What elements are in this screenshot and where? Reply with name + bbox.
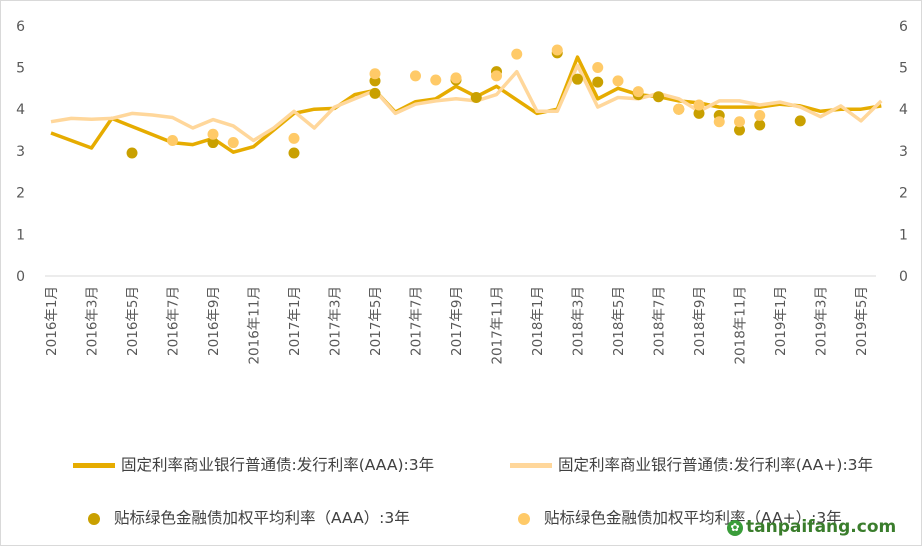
x-tick-label: 2019年1月 xyxy=(773,286,789,356)
data-point-series-2 xyxy=(653,91,664,103)
data-point-series-3 xyxy=(430,74,442,86)
x-tick-label: 2016年11月 xyxy=(247,286,263,365)
x-tick-label: 2018年7月 xyxy=(652,286,668,356)
y-tick-label-left: 6 xyxy=(16,19,25,35)
legend-label: 贴标绿色金融债加权平均利率（AAA）:3年 xyxy=(114,509,410,527)
data-point-series-3 xyxy=(511,48,523,60)
y-tick-label-left: 5 xyxy=(16,61,25,77)
legend-line-swatch xyxy=(510,463,552,468)
data-point-series-3 xyxy=(167,134,178,146)
tanpaifang-logo-icon: ✿ xyxy=(727,520,743,536)
data-point-series-2 xyxy=(592,76,604,88)
series-line-0 xyxy=(50,55,882,154)
x-tick-label: 2016年9月 xyxy=(206,286,222,356)
y-tick-label-right: 4 xyxy=(899,102,908,118)
data-point-series-2 xyxy=(754,119,766,131)
x-tick-label: 2016年5月 xyxy=(125,286,141,356)
data-point-series-3 xyxy=(693,99,705,111)
x-tick-label: 2019年3月 xyxy=(814,286,830,356)
data-point-series-3 xyxy=(673,103,685,115)
legend-dot-swatch xyxy=(88,512,100,525)
x-tick-label: 2018年9月 xyxy=(692,286,708,356)
legend-item-aaa-line: 固定利率商业银行普通债:发行利率(AAA):3年 xyxy=(73,453,434,475)
legend-line-swatch xyxy=(73,463,115,468)
x-tick-label: 2019年5月 xyxy=(854,286,870,356)
data-point-series-3 xyxy=(734,116,745,128)
data-point-series-2 xyxy=(693,107,705,119)
x-tick-label: 2018年3月 xyxy=(571,286,587,356)
x-tick-label: 2016年1月 xyxy=(44,286,60,356)
y-tick-label-right: 6 xyxy=(899,19,908,35)
data-point-series-2 xyxy=(734,124,745,136)
x-tick-label: 2017年9月 xyxy=(449,286,465,356)
y-tick-label-left: 1 xyxy=(16,227,25,243)
data-point-series-3 xyxy=(207,128,219,140)
x-tick-label: 2017年5月 xyxy=(368,286,384,356)
data-point-series-3 xyxy=(713,116,725,128)
data-point-series-2 xyxy=(369,87,381,99)
legend-item-aaplus-line: 固定利率商业银行普通债:发行利率(AA+):3年 xyxy=(510,453,873,475)
y-tick-label-left: 2 xyxy=(16,186,25,202)
series-line-1 xyxy=(50,63,883,143)
data-point-series-2 xyxy=(470,92,482,104)
x-tick-label: 2018年1月 xyxy=(530,286,546,356)
legend-dot-swatch xyxy=(518,512,530,525)
y-tick-label-right: 0 xyxy=(899,269,908,285)
x-tick-label: 2017年3月 xyxy=(328,286,344,356)
x-tick-label: 2018年5月 xyxy=(611,286,627,356)
y-tick-label-right: 2 xyxy=(899,186,908,202)
data-point-series-3 xyxy=(369,68,381,80)
watermark-text: tanpaifang.com xyxy=(746,517,897,537)
data-point-series-3 xyxy=(612,75,624,87)
data-point-series-3 xyxy=(491,70,502,82)
data-point-series-3 xyxy=(450,72,462,84)
watermark: ✿ tanpaifang.com xyxy=(727,517,896,537)
data-point-series-3 xyxy=(410,70,421,82)
x-tick-label: 2018年11月 xyxy=(733,286,749,365)
y-tick-label-left: 3 xyxy=(16,144,25,160)
x-tick-label: 2017年11月 xyxy=(490,286,506,365)
legend-item-aaa-dot: 贴标绿色金融债加权平均利率（AAA）:3年 xyxy=(88,506,410,528)
y-tick-label-right: 5 xyxy=(899,61,908,77)
data-point-series-2 xyxy=(207,137,219,149)
y-tick-label-right: 1 xyxy=(899,227,908,243)
legend-label: 固定利率商业银行普通债:发行利率(AAA):3年 xyxy=(121,456,435,474)
x-tick-label: 2016年3月 xyxy=(85,286,101,356)
y-tick-label-right: 3 xyxy=(899,144,908,160)
x-tick-label: 2017年1月 xyxy=(287,286,303,356)
legend-label: 贴标绿色金融债加权平均利率（AA+）:3年 xyxy=(544,509,842,527)
x-tick-label: 2016年7月 xyxy=(166,286,182,356)
legend-item-aaplus-dot: 贴标绿色金融债加权平均利率（AA+）:3年 xyxy=(518,506,842,528)
data-point-series-3 xyxy=(632,86,644,98)
legend-label: 固定利率商业银行普通债:发行利率(AA+):3年 xyxy=(558,456,874,474)
data-point-series-2 xyxy=(572,73,583,85)
y-tick-label-left: 4 xyxy=(16,102,25,118)
data-point-series-2 xyxy=(126,147,138,159)
data-point-series-3 xyxy=(288,132,300,144)
data-point-series-3 xyxy=(754,109,766,121)
data-point-series-3 xyxy=(551,44,563,56)
x-tick-label: 2017年7月 xyxy=(409,286,425,356)
data-point-series-2 xyxy=(288,147,300,159)
data-point-series-3 xyxy=(227,137,239,149)
y-tick-label-left: 0 xyxy=(16,269,25,285)
data-point-series-2 xyxy=(794,115,806,127)
data-point-series-3 xyxy=(592,62,604,73)
